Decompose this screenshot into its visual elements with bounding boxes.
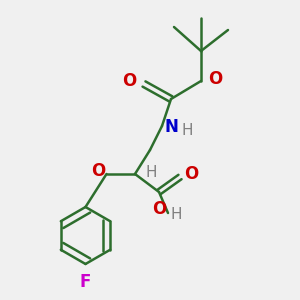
Text: O: O <box>184 165 199 183</box>
Text: H: H <box>182 123 193 138</box>
Text: H: H <box>171 207 182 222</box>
Text: O: O <box>91 162 105 180</box>
Text: O: O <box>208 70 223 88</box>
Text: O: O <box>152 200 167 218</box>
Text: H: H <box>146 165 157 180</box>
Text: F: F <box>80 273 91 291</box>
Text: N: N <box>164 118 178 136</box>
Text: O: O <box>122 72 136 90</box>
